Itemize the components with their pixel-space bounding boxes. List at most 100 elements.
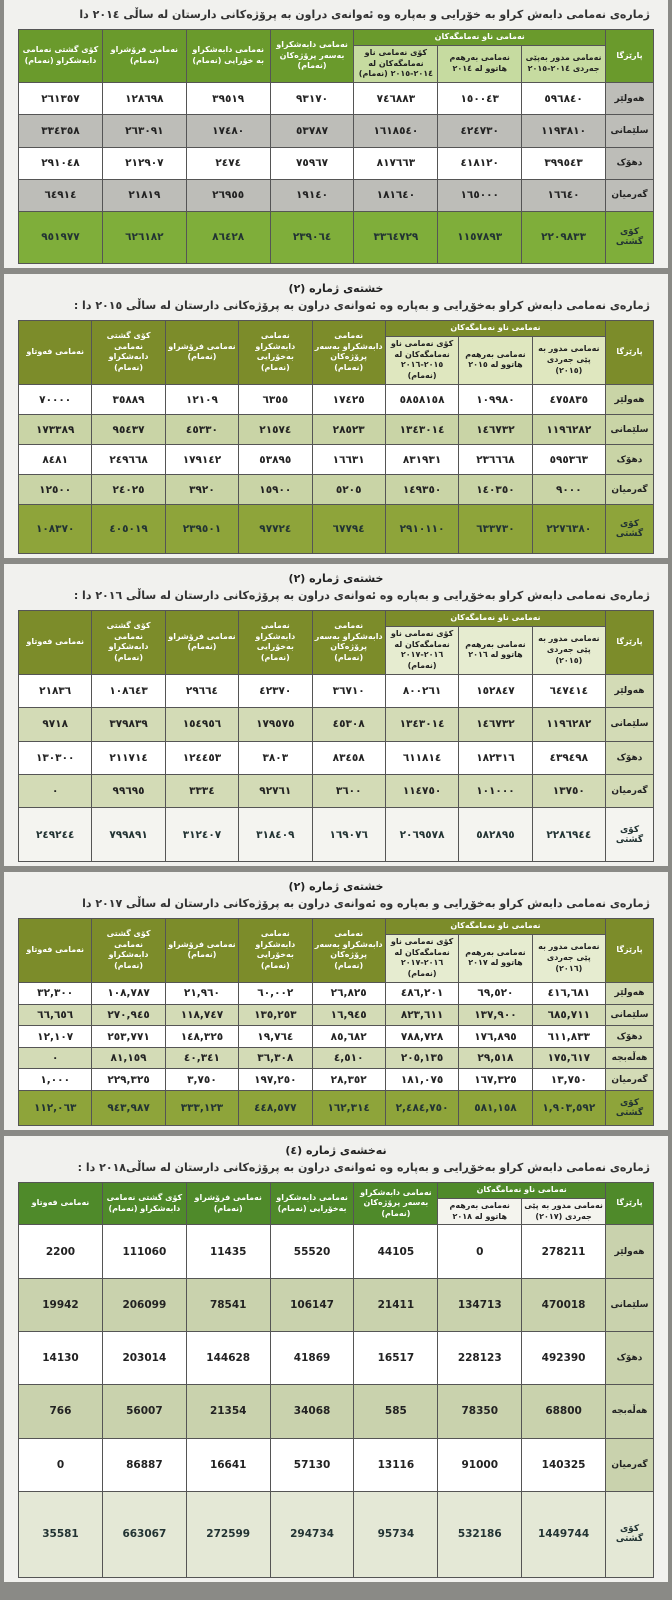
value-cell: ١٦٢,٣١٤ [311,1090,386,1126]
value-cell: ٢٤٠٢٥ [91,474,166,506]
value-cell: ٢٠٥,١٣٥ [384,1046,460,1070]
table-row: هەولێر ٦٤٧٤١٤ ١٥٢٨٤٧ ٨٠٠٢٦١ ٣٦٧١٠ ٤٢٣٧٠ ٢٩٦٦٤ ١… [17,673,654,709]
value-cell: 57130 [269,1437,355,1492]
value-cell: ٥٩٦٨٤٠ [521,82,606,116]
value-cell: ٨٠٠٢٦١ [384,673,460,709]
value-cell: ٣٣٣,١٢٣ [164,1090,240,1126]
value-cell: ٧٩٩٨٩١ [91,807,166,862]
value-cell: ١٣,٧٥٠ [531,1068,607,1092]
value-cell: ٢١١٧١٤ [91,740,166,775]
value-cell: ١٧٣٣٨٩ [17,414,93,446]
column-header: کۆی گشتی نەمامی دابەشکراو (نەمام) [18,28,103,84]
value-cell: 1449744 [521,1490,606,1579]
region-cell: دهۆک [605,444,654,476]
value-cell: ٣٩٢٠ [164,474,240,506]
value-cell: ١٩٧,٢٥٠ [238,1068,313,1092]
value-cell: ٢١,٩٦٠ [164,981,240,1005]
value-cell: ٢٠٦٩٥٧٨ [384,807,460,862]
value-cell: ١٢٤٤٥٣ [164,740,240,775]
column-header: نەمامی مدور بە پێی جەردی (٢٠١٦) [531,933,607,983]
column-header: نەمامی فەوتاو [17,918,93,983]
table-row: گەرمیان ١٣٧٥٠ ١٠١٠٠٠ ١١٤٧٥٠ ٣٦٠٠ ٩٢٧٦١ ٣٣٣٤ ٩٩٦… [17,773,654,809]
region-cell: هەولێر [605,82,654,116]
table-section: نەخشەی ژمارە (٤) ژمارەی نەمامی دابەش کراو… [4,1136,668,1582]
column-header: نەمامی دابەشکراو بەسەر پرۆژەکان (نەمام) [353,1181,439,1226]
value-cell: 13116 [353,1437,439,1492]
value-cell: ١٢١٠٩ [164,383,240,416]
value-cell: ١٤٦٧٣٢ [458,707,533,742]
value-cell: ١,٩٠٣,٥٩٢ [531,1090,607,1126]
value-cell: ٨٣١٩٣١ [384,444,460,476]
column-header: نەمامی دابەشکراو بەسەر پرۆژەکان (نەمام) [311,918,386,983]
value-cell: ٣٥٨٨٩ [91,383,166,416]
value-cell: ٧٠٠٠٠ [17,383,93,416]
value-cell: ١٠٨٣٧٠ [17,504,93,554]
value-cell: 56007 [101,1384,187,1439]
value-cell: ٦١١,٨٣٣ [531,1025,607,1048]
value-cell: ٥٣٨٩٥ [238,444,313,476]
value-cell: 766 [18,1384,103,1439]
column-header: نەمامی بەرهەم هاتوو لە ٢٠١٧ [458,933,533,983]
value-cell: ٢٥٣,٧٧١ [91,1025,166,1048]
region-header: پارێزگا [605,918,654,983]
value-cell: ٩٠٠٠ [531,474,607,506]
column-header: نەمامی مدور بەپێی جەردی ٢٠١٤-٢٠١٥ [521,44,606,84]
value-cell: 44105 [353,1224,439,1279]
table-row: هەولێر ٥٩٦٨٤٠ ١٥٠٠٤٣ ٧٤٦٨٨٣ ٩٣١٧٠ ٣٩٥١٩ ١٢٨٦٩٨… [18,82,654,116]
table-title: ژمارەی نەمامی دابەش کراو بەخۆڕایی و بەپا… [77,1161,650,1174]
region-cell: کۆی گشتی [605,210,654,265]
value-cell: ١٧٩٥٧٥ [238,707,313,742]
region-cell: هەولێر [605,981,654,1005]
value-cell: 106147 [269,1277,355,1332]
value-cell: ٩٢٧٦١ [238,773,313,809]
value-cell: ١٧٥,٦١٧ [531,1046,607,1070]
region-cell: دهۆک [605,740,654,775]
value-cell: ١٣٠٣٠٠ [17,740,93,775]
value-cell: ١٥٩٠٠ [238,474,313,506]
value-cell: ٨٥,٦٨٢ [311,1025,386,1048]
value-cell: 144628 [185,1330,271,1386]
column-header: کۆی نەمامی ناو نەمامگەکان لە ٢٠١٥-٢٠١٦ (… [384,335,460,385]
value-cell: ٣٣٣٤ [164,773,240,809]
value-cell: ٢٩٦٦٤ [164,673,240,709]
value-cell: ٣٣٤٣٥٨ [18,114,103,148]
value-cell: ٢٤٩٢٤٤ [17,807,93,862]
column-header: نەمامی فرۆشراو (نەمام) [164,918,240,983]
region-cell: کۆی گشتی [605,504,654,554]
value-cell: 35581 [18,1490,103,1579]
value-cell: ١٧٦,٨٩٥ [458,1025,533,1048]
region-header: پارێزگا [605,28,654,84]
value-cell: 470018 [521,1277,606,1332]
value-cell: ٣٣٦٤٧٢٩ [353,210,439,265]
value-cell: ١٦٩٠٧٦ [311,807,386,862]
value-cell: ٢٨٥٢٣ [311,414,386,446]
column-header: نەمامی مدور بە پێی جەردی (٢٠١٥) [531,335,607,385]
data-table: پارێزگا نەمامی ناو نەمامگەکان نەمامی دابەش… [17,918,654,1126]
region-cell: گەرمیان [605,1068,654,1092]
table-title: ژمارەی نەمامی دابەش کراو بەخۆڕایی و بەپا… [73,299,650,312]
column-header: کۆی نەمامی ناو نەمامگەکان لە ٢٠١٦-٢٠١٧ (… [384,625,460,675]
value-cell: ٥٣٧٨٧ [269,114,355,148]
value-cell: ١,٠٠٠ [17,1068,93,1092]
total-row: کۆی گشتی ٢٢٠٩٨٣٣ ١١٥٧٨٩٣ ٣٣٦٤٧٢٩ ٢٣٩٠٦٤ ٨٦٤٢٨… [18,210,654,265]
value-cell: 278211 [521,1224,606,1279]
value-cell: ١١٩٣٨١٠ [521,114,606,148]
region-cell: سلێمانی [605,114,654,148]
value-cell: ٠ [17,773,93,809]
column-header: نەمامی دابەشکراو بەخۆرایی (نەمام) [238,320,313,385]
value-cell: ٩٧٧٢٤ [238,504,313,554]
value-cell: ٢٦٣٠٩١ [101,114,187,148]
value-cell: ٦٨٥,٧١١ [531,1003,607,1027]
value-cell: ٥٨٥٨١٥٨ [384,383,460,416]
value-cell: ٢٣٦٦٦٨ [458,444,533,476]
value-cell: 14130 [18,1330,103,1386]
column-header: نەمامی دابەشکراو بەخۆرایی (نەمام) [269,1181,355,1226]
nursery-group-header: نەمامی ناو نەمامگەکان [384,610,607,627]
table-section: خشتەی ژمارە (٢) ژمارەی نەمامی دابەش کراو … [4,872,668,1130]
value-cell: ٠ [17,1046,93,1070]
value-cell: ١٠١٠٠٠ [458,773,533,809]
region-cell: سلێمانی [605,414,654,446]
value-cell: ٣١٢٤٠٧ [164,807,240,862]
value-cell: 34068 [269,1384,355,1439]
value-cell: ١٦١٨٥٤٠ [353,114,439,148]
